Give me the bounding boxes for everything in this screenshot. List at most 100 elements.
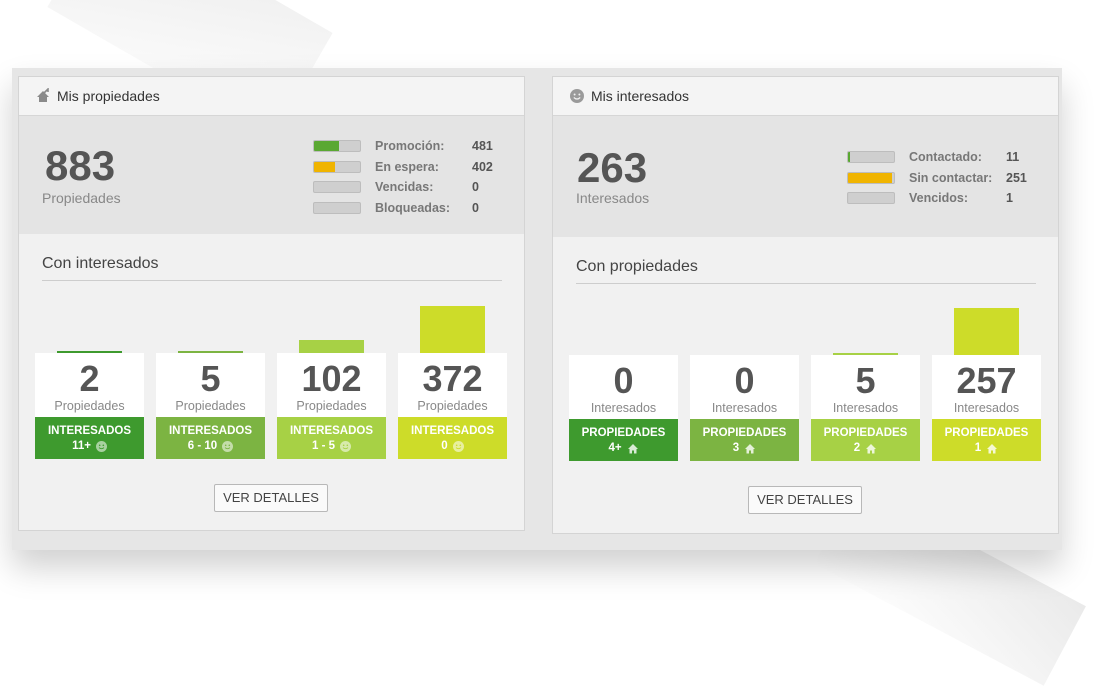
badge-range: 3: [690, 441, 799, 456]
card-count: 0: [569, 355, 678, 401]
total-count: 263: [577, 146, 647, 190]
stat-value: 0: [472, 180, 479, 194]
view-details-button[interactable]: VER DETALLES: [214, 484, 328, 512]
card-count: 102: [277, 353, 386, 399]
smiley-icon: [569, 88, 585, 104]
badge-range-text: 3: [733, 441, 739, 456]
card-label: Interesados: [690, 401, 799, 415]
card-label: Interesados: [932, 401, 1041, 415]
stat-bar: [847, 192, 895, 204]
stat-bar-fill: [848, 152, 850, 162]
badge-range-text: 0: [441, 439, 447, 454]
card-label: Interesados: [569, 401, 678, 415]
total-label: Interesados: [576, 190, 649, 206]
volume-bar: [420, 306, 485, 353]
card-label: Interesados: [811, 401, 920, 415]
smiley-icon: [96, 441, 107, 452]
stat-row: Bloqueadas:0: [313, 198, 493, 219]
panel-header: Mis interesados: [553, 77, 1058, 116]
badge-title: INTERESADOS: [277, 417, 386, 439]
panel-header: Mis propiedades: [19, 77, 524, 116]
card-label: Propiedades: [156, 399, 265, 413]
stat-value: 481: [472, 139, 493, 153]
section-title: Con propiedades: [576, 258, 698, 276]
house-up-icon: [35, 88, 51, 104]
smiley-icon: [453, 441, 464, 452]
badge-range: 6 - 10: [156, 439, 265, 454]
badge-title: PROPIEDADES: [811, 419, 920, 441]
stat-value: 251: [1006, 171, 1027, 185]
badge-range: 2: [811, 441, 920, 456]
card-count: 5: [156, 353, 265, 399]
badge-title: PROPIEDADES: [569, 419, 678, 441]
card-count: 5: [811, 355, 920, 401]
badge-title: PROPIEDADES: [690, 419, 799, 441]
stat-label: Contactado:: [909, 150, 1006, 164]
smiley-icon: [222, 441, 233, 452]
badge-range: 11+: [35, 439, 144, 454]
section-title: Con interesados: [42, 255, 159, 273]
badge-range-text: 2: [854, 441, 860, 456]
stat-value: 402: [472, 160, 493, 174]
stat-label: Sin contactar:: [909, 171, 1006, 185]
house-icon: [744, 443, 756, 454]
stat-label: Vencidos:: [909, 191, 1006, 205]
total-label: Propiedades: [42, 190, 121, 206]
my-interested-panel: Mis interesados 263 Interesados Contacta…: [552, 76, 1059, 534]
card-count: 257: [932, 355, 1041, 401]
badge-range-text: 1: [975, 441, 981, 456]
card-label: Propiedades: [277, 399, 386, 413]
stat-row: Vencidos:1: [847, 188, 1027, 209]
stat-row: Contactado:11: [847, 147, 1027, 168]
stat-value: 1: [1006, 191, 1013, 205]
stat-bar: [313, 181, 361, 193]
stat-bar: [313, 202, 361, 214]
section-divider: [576, 283, 1036, 284]
panel-title: Mis propiedades: [57, 88, 160, 104]
card-count: 0: [690, 355, 799, 401]
total-count: 883: [45, 144, 115, 188]
stat-value: 11: [1006, 150, 1019, 164]
stat-label: Vencidas:: [375, 180, 472, 194]
stat-value: 0: [472, 201, 479, 215]
volume-bar: [954, 308, 1019, 355]
badge-range-text: 6 - 10: [188, 439, 217, 454]
volume-bar: [299, 340, 364, 353]
badge-range: 0: [398, 439, 507, 454]
stat-bar: [313, 161, 361, 173]
stat-bar-fill: [314, 141, 339, 151]
badge-range-text: 1 - 5: [312, 439, 335, 454]
stat-row: Vencidas:0: [313, 177, 493, 198]
badge-title: INTERESADOS: [35, 417, 144, 439]
badge-range: 1 - 5: [277, 439, 386, 454]
stat-label: En espera:: [375, 160, 472, 174]
stat-bar-fill: [848, 173, 892, 183]
stat-row: En espera:402: [313, 157, 493, 178]
badge-range: 1: [932, 441, 1041, 456]
card-count: 2: [35, 353, 144, 399]
house-icon: [986, 443, 998, 454]
stat-label: Bloqueadas:: [375, 201, 472, 215]
card-count: 372: [398, 353, 507, 399]
card-label: Propiedades: [35, 399, 144, 413]
view-details-button[interactable]: VER DETALLES: [748, 486, 862, 514]
stat-bar-fill: [314, 162, 335, 172]
badge-range-text: 4+: [608, 441, 621, 456]
house-icon: [627, 443, 639, 454]
